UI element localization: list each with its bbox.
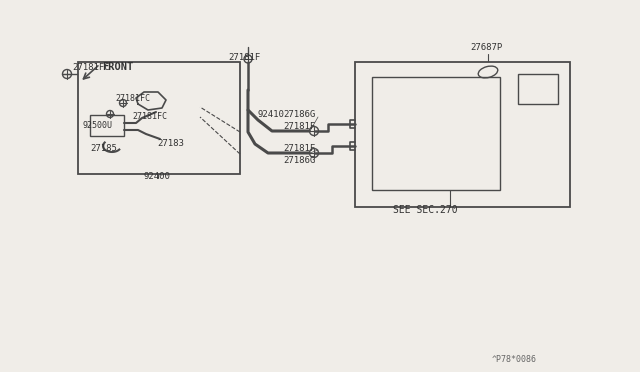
- Text: 92410: 92410: [258, 109, 285, 119]
- Text: 92500U: 92500U: [82, 121, 112, 129]
- Text: 27186G: 27186G: [283, 155, 316, 164]
- Text: 92400: 92400: [143, 171, 170, 180]
- Bar: [518, 74, 558, 104]
- Text: 27181F: 27181F: [283, 122, 316, 131]
- Text: ^P78*0086: ^P78*0086: [492, 356, 537, 365]
- Text: 27183: 27183: [157, 138, 184, 148]
- Bar: [372, 77, 500, 190]
- Text: 27181FC: 27181FC: [115, 93, 150, 103]
- Text: 27186G: 27186G: [283, 109, 316, 119]
- Text: FRONT: FRONT: [102, 62, 133, 72]
- Text: 27181FC: 27181FC: [132, 112, 167, 121]
- Text: 27181F: 27181F: [283, 144, 316, 153]
- Bar: [78, 62, 240, 174]
- Text: 27185: 27185: [90, 144, 117, 153]
- Bar: [90, 115, 124, 136]
- Text: 27687P: 27687P: [470, 42, 502, 51]
- Text: SEE SEC.270: SEE SEC.270: [393, 205, 458, 215]
- Text: 27181F: 27181F: [228, 52, 260, 61]
- Text: 27181FC: 27181FC: [72, 62, 109, 71]
- Bar: [355, 62, 570, 207]
